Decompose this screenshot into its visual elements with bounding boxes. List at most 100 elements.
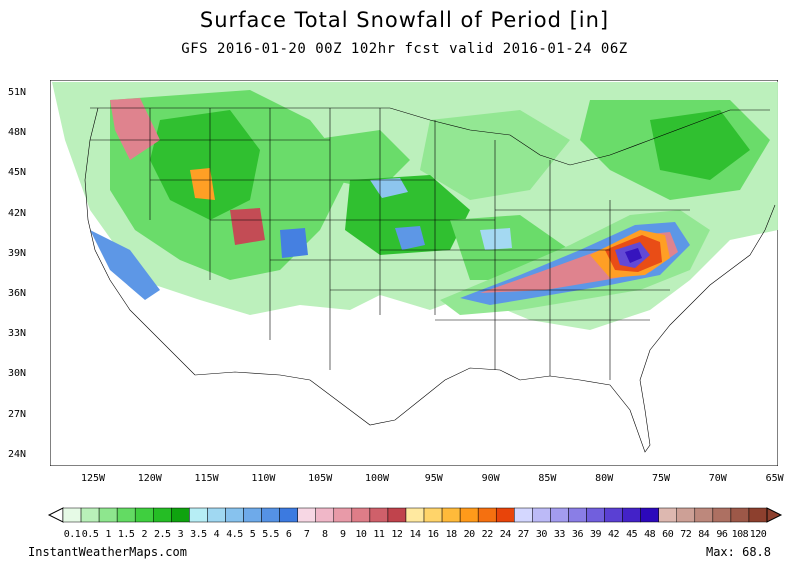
legend-label: 3.5 bbox=[190, 529, 207, 540]
latitude-label: 51N bbox=[8, 87, 27, 98]
legend-swatch bbox=[730, 507, 750, 523]
legend-swatch bbox=[134, 507, 154, 523]
legend-swatch bbox=[495, 507, 515, 523]
legend-swatch bbox=[297, 507, 316, 523]
legend-label: 3 bbox=[177, 529, 184, 540]
latitude-label: 36N bbox=[8, 288, 27, 299]
longitude-label: 70W bbox=[708, 473, 727, 484]
legend-swatch bbox=[171, 507, 190, 523]
legend-swatch bbox=[351, 507, 371, 523]
legend-swatch bbox=[712, 507, 732, 523]
legend-label: 27 bbox=[517, 529, 530, 540]
legend-label: 42 bbox=[608, 529, 620, 540]
legend-label: 10 bbox=[355, 529, 367, 540]
legend-label: 30 bbox=[535, 529, 548, 540]
longitude-label: 115W bbox=[194, 473, 219, 484]
longitude-label: 80W bbox=[595, 473, 614, 484]
map-subtitle: GFS 2016-01-20 00Z 102hr fcst valid 2016… bbox=[181, 41, 628, 57]
latitude-label: 24N bbox=[8, 448, 27, 460]
legend-swatch bbox=[225, 507, 244, 523]
legend-swatch bbox=[207, 507, 226, 523]
latitude-label: 42N bbox=[8, 207, 27, 219]
legend-swatch bbox=[604, 507, 623, 523]
latitude-label: 45N bbox=[8, 167, 27, 179]
legend-label: 22 bbox=[481, 529, 494, 540]
longitude-label: 110W bbox=[251, 473, 276, 484]
legend-label: 5.5 bbox=[262, 529, 279, 540]
legend-label: 18 bbox=[445, 529, 458, 540]
legend-label: 33 bbox=[553, 529, 566, 540]
longitude-label: 85W bbox=[538, 473, 557, 484]
legend-swatch bbox=[153, 507, 172, 523]
legend-swatch bbox=[532, 507, 551, 523]
legend-swatch bbox=[658, 507, 677, 523]
legend-swatch bbox=[315, 507, 335, 523]
longitude-label: 75W bbox=[651, 473, 671, 484]
snow-shading bbox=[52, 82, 778, 330]
legend-swatch bbox=[568, 507, 587, 523]
legend-swatch bbox=[62, 507, 82, 523]
legend-label: 4.5 bbox=[226, 529, 243, 540]
legend-label: 7 bbox=[303, 529, 310, 540]
legend-label: 2 bbox=[141, 529, 147, 540]
legend-swatch bbox=[694, 507, 714, 523]
legend-label: 5 bbox=[249, 529, 256, 540]
legend-label: 16 bbox=[427, 529, 440, 540]
legend-label: 11 bbox=[373, 529, 385, 540]
legend-swatch bbox=[640, 507, 659, 523]
legend-swatch bbox=[387, 507, 407, 523]
legend-left-arrow bbox=[47, 507, 64, 523]
legend-swatch bbox=[676, 507, 696, 523]
legend-swatch bbox=[80, 507, 100, 523]
longitude-label: 105W bbox=[308, 473, 333, 484]
legend-label: 84 bbox=[698, 529, 710, 540]
legend-swatch bbox=[514, 507, 533, 523]
legend-swatch bbox=[369, 507, 389, 523]
site-credit: InstantWeatherMaps.com bbox=[28, 545, 187, 559]
state-borders bbox=[84, 107, 776, 453]
legend-label: 6 bbox=[285, 529, 292, 540]
map-title: Surface Total Snowfall of Period [in] bbox=[199, 8, 610, 32]
legend-label: 48 bbox=[644, 529, 656, 540]
longitude-label: 125W bbox=[80, 473, 106, 484]
legend-label: 60 bbox=[662, 529, 674, 540]
legend-swatch bbox=[423, 507, 443, 523]
legend-label: 2.5 bbox=[154, 529, 171, 540]
longitude-label: 90W bbox=[481, 473, 500, 484]
snowfall-map bbox=[49, 79, 779, 470]
legend-swatch bbox=[116, 507, 136, 523]
latitude-label: 33N bbox=[8, 328, 27, 340]
longitude-label: 95W bbox=[424, 473, 443, 484]
legend-label: 1 bbox=[105, 529, 111, 540]
legend-label: 14 bbox=[409, 529, 421, 540]
legend-label: 0.5 bbox=[81, 529, 99, 540]
legend-swatch bbox=[405, 507, 425, 523]
legend-swatch bbox=[477, 507, 497, 523]
legend-swatch bbox=[441, 507, 461, 523]
legend-swatch bbox=[243, 507, 262, 523]
longitude-label: 65W bbox=[765, 473, 784, 484]
legend-swatch bbox=[261, 507, 280, 523]
legend-label: 39 bbox=[589, 529, 602, 540]
legend-swatch bbox=[586, 507, 605, 523]
legend-label: 20 bbox=[463, 529, 476, 540]
latitude-label: 39N bbox=[8, 247, 27, 259]
legend-label: 4 bbox=[213, 529, 220, 540]
legend-swatch bbox=[279, 507, 298, 523]
legend-label: 9 bbox=[340, 529, 346, 540]
latitude-label: 27N bbox=[8, 408, 27, 420]
legend-swatch bbox=[550, 507, 569, 523]
legend-label: 108 bbox=[731, 529, 749, 540]
legend-label: 0.1 bbox=[63, 529, 81, 540]
legend-label: 45 bbox=[626, 529, 638, 540]
legend-swatch bbox=[189, 507, 208, 523]
legend-swatch bbox=[748, 507, 768, 523]
longitude-label: 120W bbox=[137, 473, 162, 484]
legend-label: 8 bbox=[321, 529, 328, 540]
legend-label: 72 bbox=[680, 529, 692, 540]
max-value: Max: 68.8 bbox=[705, 545, 771, 559]
latitude-label: 48N bbox=[8, 127, 27, 139]
legend-swatch bbox=[622, 507, 641, 523]
legend-label: 24 bbox=[499, 529, 512, 540]
legend-label: 96 bbox=[716, 529, 728, 540]
